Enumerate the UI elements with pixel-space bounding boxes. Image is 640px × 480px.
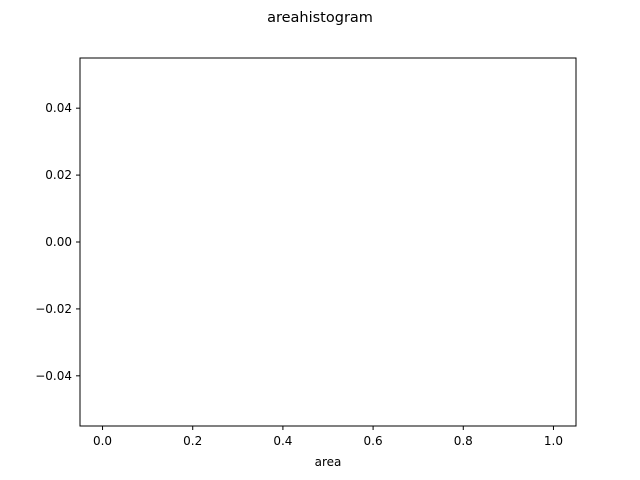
y-tick-label: 0.02 <box>45 168 72 182</box>
x-tick-label: 0.0 <box>93 434 112 448</box>
y-tick-label: 0.04 <box>45 101 72 115</box>
y-tick-label: −0.04 <box>35 369 72 383</box>
y-tick-label: 0.00 <box>45 235 72 249</box>
x-axis-label: area <box>315 455 342 469</box>
x-tick-label: 1.0 <box>544 434 563 448</box>
x-tick-label: 0.6 <box>364 434 383 448</box>
y-tick-label: −0.02 <box>35 302 72 316</box>
x-tick-label: 0.8 <box>454 434 473 448</box>
x-axis-ticks: 0.0 0.2 0.4 0.6 0.8 1.0 <box>93 426 563 448</box>
chart-title: areahistogram <box>267 10 373 26</box>
x-tick-label: 0.4 <box>273 434 292 448</box>
y-axis-ticks: −0.04 −0.02 0.00 0.02 0.04 <box>35 101 80 383</box>
x-tick-label: 0.2 <box>183 434 202 448</box>
